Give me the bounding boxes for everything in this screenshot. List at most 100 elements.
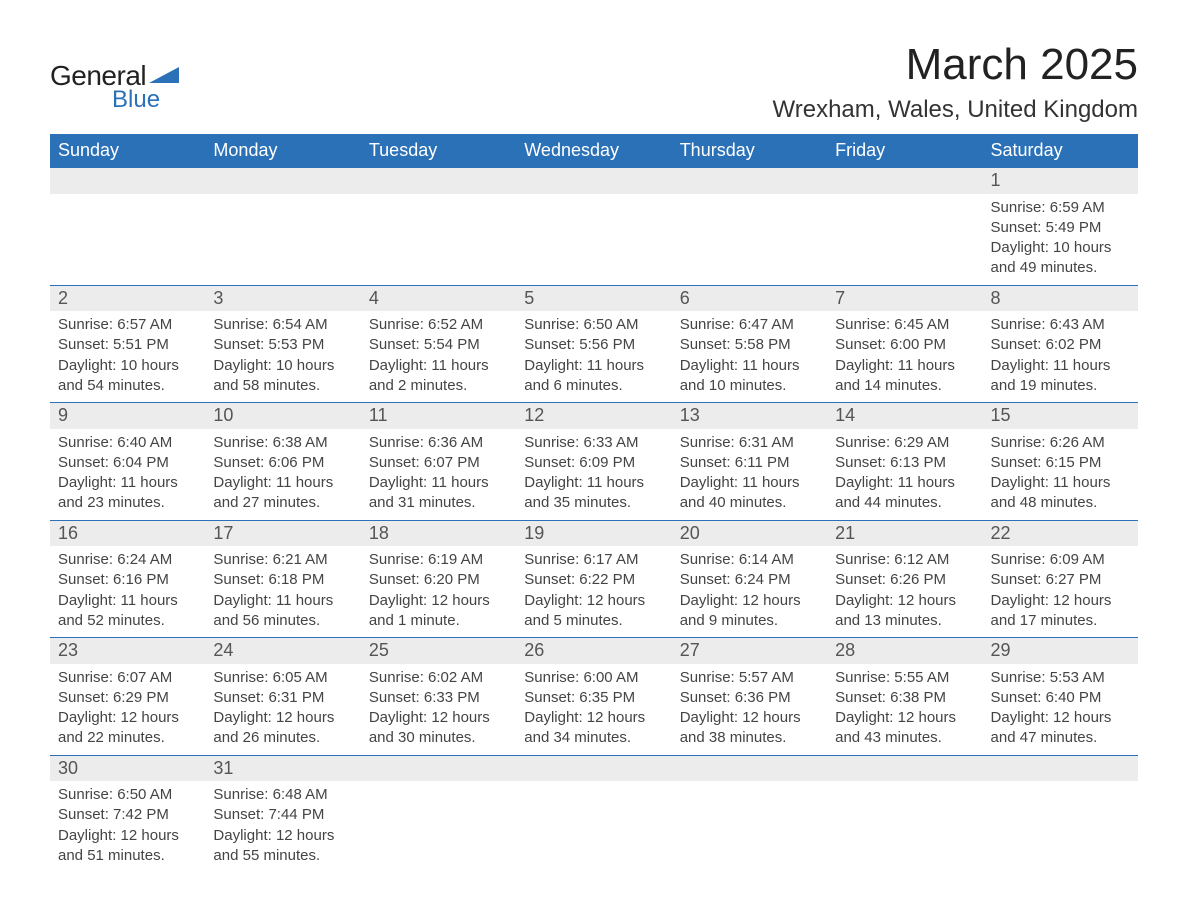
sunset-text: Sunset: 5:53 PM bbox=[213, 335, 352, 355]
day-number-cell: 19 bbox=[516, 520, 671, 546]
day-detail-cell bbox=[672, 781, 827, 872]
day-number-cell: 6 bbox=[672, 285, 827, 311]
weekday-header: Sunday bbox=[50, 134, 205, 168]
day-number-cell: 9 bbox=[50, 403, 205, 429]
day-detail-cell: Sunrise: 6:50 AMSunset: 7:42 PMDaylight:… bbox=[50, 781, 205, 872]
day-number-row: 2345678 bbox=[50, 285, 1138, 311]
day-number-cell: 21 bbox=[827, 520, 982, 546]
sunrise-text: Sunrise: 6:05 AM bbox=[213, 668, 352, 688]
day-number-row: 23242526272829 bbox=[50, 638, 1138, 664]
sunset-text: Sunset: 7:44 PM bbox=[213, 805, 352, 825]
sunrise-text: Sunrise: 6:24 AM bbox=[58, 550, 197, 570]
day-number-cell bbox=[672, 755, 827, 781]
day-detail-cell: Sunrise: 6:17 AMSunset: 6:22 PMDaylight:… bbox=[516, 546, 671, 638]
day-detail-cell: Sunrise: 5:57 AMSunset: 6:36 PMDaylight:… bbox=[672, 664, 827, 756]
sunrise-text: Sunrise: 6:43 AM bbox=[991, 315, 1130, 335]
sunset-text: Sunset: 6:40 PM bbox=[991, 688, 1130, 708]
sunrise-text: Sunrise: 6:54 AM bbox=[213, 315, 352, 335]
day-number-cell: 24 bbox=[205, 638, 360, 664]
day-number-cell: 12 bbox=[516, 403, 671, 429]
day-detail-cell: Sunrise: 6:19 AMSunset: 6:20 PMDaylight:… bbox=[361, 546, 516, 638]
sunset-text: Sunset: 6:16 PM bbox=[58, 570, 197, 590]
daylight-text: Daylight: 12 hours and 22 minutes. bbox=[58, 708, 197, 749]
day-number-cell: 8 bbox=[983, 285, 1138, 311]
sunset-text: Sunset: 6:33 PM bbox=[369, 688, 508, 708]
sunset-text: Sunset: 5:58 PM bbox=[680, 335, 819, 355]
day-detail-row: Sunrise: 6:59 AMSunset: 5:49 PMDaylight:… bbox=[50, 194, 1138, 286]
sunset-text: Sunset: 6:18 PM bbox=[213, 570, 352, 590]
day-number-cell: 25 bbox=[361, 638, 516, 664]
day-detail-cell: Sunrise: 6:21 AMSunset: 6:18 PMDaylight:… bbox=[205, 546, 360, 638]
day-detail-cell bbox=[672, 194, 827, 286]
sunset-text: Sunset: 6:31 PM bbox=[213, 688, 352, 708]
sunrise-text: Sunrise: 6:40 AM bbox=[58, 433, 197, 453]
sunrise-text: Sunrise: 6:31 AM bbox=[680, 433, 819, 453]
daylight-text: Daylight: 11 hours and 2 minutes. bbox=[369, 356, 508, 397]
sunset-text: Sunset: 6:27 PM bbox=[991, 570, 1130, 590]
day-detail-cell: Sunrise: 6:09 AMSunset: 6:27 PMDaylight:… bbox=[983, 546, 1138, 638]
daylight-text: Daylight: 11 hours and 31 minutes. bbox=[369, 473, 508, 514]
day-number-row: 1 bbox=[50, 168, 1138, 194]
day-detail-cell bbox=[516, 194, 671, 286]
daylight-text: Daylight: 12 hours and 51 minutes. bbox=[58, 826, 197, 867]
day-detail-cell: Sunrise: 6:40 AMSunset: 6:04 PMDaylight:… bbox=[50, 429, 205, 521]
sunset-text: Sunset: 6:35 PM bbox=[524, 688, 663, 708]
sunset-text: Sunset: 6:20 PM bbox=[369, 570, 508, 590]
sunrise-text: Sunrise: 6:57 AM bbox=[58, 315, 197, 335]
sunrise-text: Sunrise: 6:33 AM bbox=[524, 433, 663, 453]
sunrise-text: Sunrise: 6:59 AM bbox=[991, 198, 1130, 218]
day-detail-cell: Sunrise: 6:57 AMSunset: 5:51 PMDaylight:… bbox=[50, 311, 205, 403]
daylight-text: Daylight: 11 hours and 35 minutes. bbox=[524, 473, 663, 514]
day-detail-cell: Sunrise: 5:55 AMSunset: 6:38 PMDaylight:… bbox=[827, 664, 982, 756]
daylight-text: Daylight: 10 hours and 58 minutes. bbox=[213, 356, 352, 397]
day-number-cell: 20 bbox=[672, 520, 827, 546]
weekday-header: Monday bbox=[205, 134, 360, 168]
day-detail-cell: Sunrise: 6:00 AMSunset: 6:35 PMDaylight:… bbox=[516, 664, 671, 756]
sunset-text: Sunset: 6:38 PM bbox=[835, 688, 974, 708]
sunset-text: Sunset: 6:06 PM bbox=[213, 453, 352, 473]
day-number-cell: 1 bbox=[983, 168, 1138, 194]
daylight-text: Daylight: 11 hours and 14 minutes. bbox=[835, 356, 974, 397]
sunset-text: Sunset: 5:49 PM bbox=[991, 218, 1130, 238]
day-detail-row: Sunrise: 6:57 AMSunset: 5:51 PMDaylight:… bbox=[50, 311, 1138, 403]
sunset-text: Sunset: 6:15 PM bbox=[991, 453, 1130, 473]
day-number-cell: 10 bbox=[205, 403, 360, 429]
sunrise-text: Sunrise: 6:09 AM bbox=[991, 550, 1130, 570]
day-detail-cell: Sunrise: 6:05 AMSunset: 6:31 PMDaylight:… bbox=[205, 664, 360, 756]
daylight-text: Daylight: 12 hours and 17 minutes. bbox=[991, 591, 1130, 632]
day-number-cell bbox=[361, 168, 516, 194]
sunset-text: Sunset: 6:11 PM bbox=[680, 453, 819, 473]
daylight-text: Daylight: 12 hours and 43 minutes. bbox=[835, 708, 974, 749]
day-detail-cell: Sunrise: 6:02 AMSunset: 6:33 PMDaylight:… bbox=[361, 664, 516, 756]
day-detail-cell bbox=[50, 194, 205, 286]
sunset-text: Sunset: 6:07 PM bbox=[369, 453, 508, 473]
daylight-text: Daylight: 10 hours and 54 minutes. bbox=[58, 356, 197, 397]
sunset-text: Sunset: 6:24 PM bbox=[680, 570, 819, 590]
daylight-text: Daylight: 11 hours and 52 minutes. bbox=[58, 591, 197, 632]
day-detail-cell: Sunrise: 6:26 AMSunset: 6:15 PMDaylight:… bbox=[983, 429, 1138, 521]
day-detail-cell: Sunrise: 6:47 AMSunset: 5:58 PMDaylight:… bbox=[672, 311, 827, 403]
day-number-cell: 16 bbox=[50, 520, 205, 546]
day-number-cell: 14 bbox=[827, 403, 982, 429]
day-detail-cell bbox=[827, 194, 982, 286]
day-number-cell bbox=[516, 168, 671, 194]
day-detail-cell: Sunrise: 6:45 AMSunset: 6:00 PMDaylight:… bbox=[827, 311, 982, 403]
sunrise-text: Sunrise: 5:53 AM bbox=[991, 668, 1130, 688]
day-number-cell bbox=[983, 755, 1138, 781]
daylight-text: Daylight: 11 hours and 23 minutes. bbox=[58, 473, 197, 514]
day-number-row: 9101112131415 bbox=[50, 403, 1138, 429]
day-number-cell: 23 bbox=[50, 638, 205, 664]
daylight-text: Daylight: 12 hours and 38 minutes. bbox=[680, 708, 819, 749]
day-number-cell: 11 bbox=[361, 403, 516, 429]
day-number-cell: 22 bbox=[983, 520, 1138, 546]
sunrise-text: Sunrise: 6:21 AM bbox=[213, 550, 352, 570]
day-detail-cell: Sunrise: 6:48 AMSunset: 7:44 PMDaylight:… bbox=[205, 781, 360, 872]
logo: General Blue bbox=[50, 40, 179, 114]
sunrise-text: Sunrise: 6:19 AM bbox=[369, 550, 508, 570]
day-number-cell: 28 bbox=[827, 638, 982, 664]
daylight-text: Daylight: 12 hours and 9 minutes. bbox=[680, 591, 819, 632]
day-number-cell: 13 bbox=[672, 403, 827, 429]
day-detail-row: Sunrise: 6:07 AMSunset: 6:29 PMDaylight:… bbox=[50, 664, 1138, 756]
daylight-text: Daylight: 11 hours and 27 minutes. bbox=[213, 473, 352, 514]
day-number-cell: 29 bbox=[983, 638, 1138, 664]
